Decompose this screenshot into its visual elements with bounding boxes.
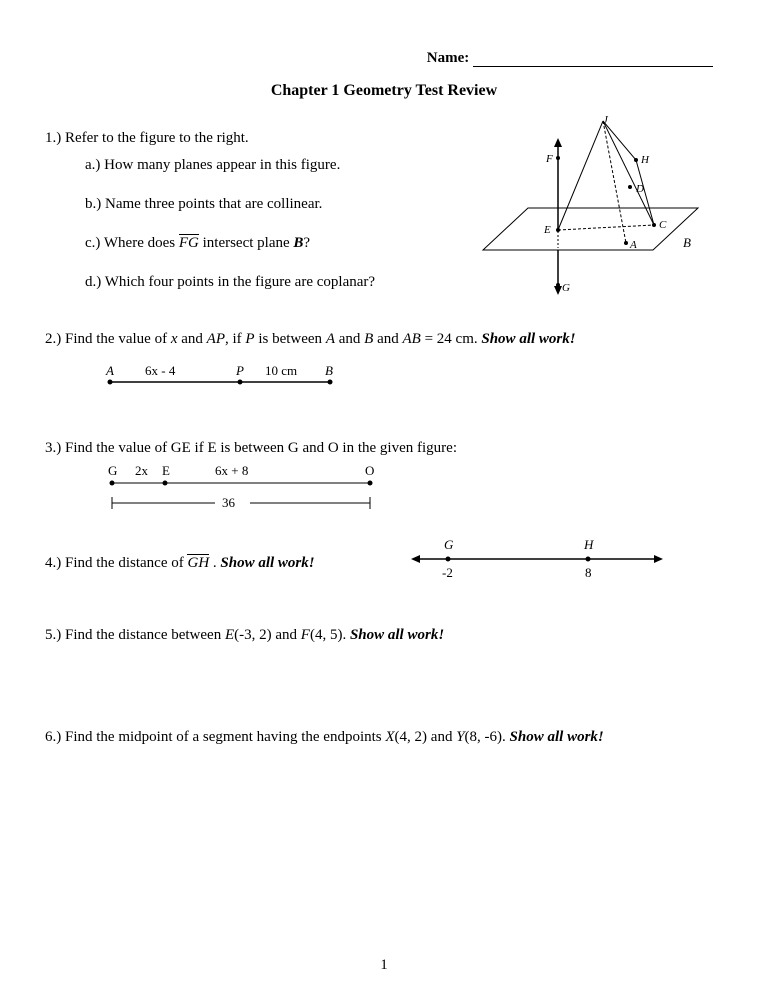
page-number: 1 — [0, 957, 768, 974]
q2-B: B — [364, 331, 373, 347]
q3-prompt: 3.) Find the value of GE if E is between… — [45, 440, 723, 457]
q5-F: F — [301, 627, 310, 643]
q6-pre: 6.) Find the midpoint of a segment havin… — [45, 729, 385, 745]
svg-text:B: B — [325, 363, 333, 378]
svg-text:B: B — [683, 235, 691, 250]
q5-pre: 5.) Find the distance between — [45, 627, 225, 643]
figure-1: J F H D E C A G B — [458, 115, 718, 315]
q4-svg: G H -2 8 — [408, 537, 668, 585]
q2-show: Show all work! — [481, 331, 575, 347]
svg-text:-2: -2 — [442, 565, 453, 580]
q1-c-q: ? — [303, 235, 310, 251]
q1-c-plane: B — [293, 235, 303, 251]
q2-and3: and — [373, 331, 402, 347]
svg-text:O: O — [365, 463, 374, 478]
q1-c-pre: c.) Where does — [85, 235, 179, 251]
q2-eq: = 24 cm. — [421, 331, 482, 347]
svg-text:G: G — [562, 282, 570, 294]
q4-seg: GH — [187, 554, 209, 571]
svg-text:A: A — [629, 239, 637, 251]
q6-X: X — [385, 729, 394, 745]
svg-text:J: J — [603, 115, 609, 126]
name-line: Name: — [45, 50, 713, 67]
q6-show: Show all work! — [510, 729, 604, 745]
q2-AB: AB — [403, 331, 421, 347]
svg-text:10 cm: 10 cm — [265, 363, 297, 378]
q5-show: Show all work! — [350, 627, 444, 643]
q5-Fc: (4, 5). — [310, 627, 350, 643]
q1-c-post: intersect plane — [199, 235, 294, 251]
q4-diagram: G H -2 8 — [408, 537, 668, 590]
name-underline — [473, 66, 713, 67]
q4-show: Show all work! — [220, 555, 314, 571]
q3-svg: G 2x E 6x + 8 O 36 — [100, 463, 390, 515]
q2-btwn: is between — [255, 331, 326, 347]
svg-text:6x - 4: 6x - 4 — [145, 363, 176, 378]
q5-E: E — [225, 627, 234, 643]
q2-AP: AP — [207, 331, 225, 347]
q2-svg: A 6x - 4 P 10 cm B — [100, 360, 360, 390]
q6-Y: Y — [456, 729, 464, 745]
figure-1-svg: J F H D E C A G B — [458, 115, 718, 315]
name-label: Name: — [427, 50, 469, 66]
q2-mid: , if — [225, 331, 245, 347]
svg-text:C: C — [659, 219, 667, 231]
question-3: 3.) Find the value of GE if E is between… — [45, 440, 723, 520]
svg-text:E: E — [543, 224, 551, 236]
q4-prompt: 4.) Find the distance of GH . Show all w… — [45, 555, 315, 572]
question-2: 2.) Find the value of x and AP, if P is … — [45, 331, 723, 395]
q2-and2: and — [335, 331, 364, 347]
q6-Yc: (8, -6). — [465, 729, 510, 745]
q2-diagram: A 6x - 4 P 10 cm B — [100, 360, 723, 395]
svg-text:G: G — [108, 463, 117, 478]
svg-text:36: 36 — [222, 495, 236, 510]
q5-Ec: (-3, 2) and — [234, 627, 301, 643]
q2-and: and — [177, 331, 206, 347]
svg-text:E: E — [162, 463, 170, 478]
svg-text:8: 8 — [585, 565, 592, 580]
svg-text:F: F — [545, 153, 553, 165]
q2-prompt: 2.) Find the value of x and AP, if P is … — [45, 331, 723, 348]
page-title: Chapter 1 Geometry Test Review — [45, 82, 723, 100]
svg-text:A: A — [105, 363, 114, 378]
q2-A: A — [326, 331, 335, 347]
svg-text:P: P — [235, 363, 244, 378]
question-6: 6.) Find the midpoint of a segment havin… — [45, 729, 723, 746]
q2-P: P — [245, 331, 254, 347]
svg-text:H: H — [640, 154, 650, 166]
q6-Xc: (4, 2) and — [395, 729, 457, 745]
page: Name: Chapter 1 Geometry Test Review — [0, 0, 768, 786]
q4-dot: . — [209, 555, 220, 571]
svg-text:G: G — [444, 537, 454, 552]
q2-pre: 2.) Find the value of — [45, 331, 171, 347]
q3-diagram: G 2x E 6x + 8 O 36 — [100, 463, 723, 520]
q4-pre: 4.) Find the distance of — [45, 555, 187, 571]
q1-c-seg: FG — [179, 234, 199, 251]
svg-text:D: D — [635, 183, 644, 195]
svg-text:2x: 2x — [135, 463, 149, 478]
svg-text:6x + 8: 6x + 8 — [215, 463, 248, 478]
svg-text:H: H — [583, 537, 594, 552]
question-5: 5.) Find the distance between E(-3, 2) a… — [45, 627, 723, 644]
question-4: 4.) Find the distance of GH . Show all w… — [45, 555, 723, 572]
